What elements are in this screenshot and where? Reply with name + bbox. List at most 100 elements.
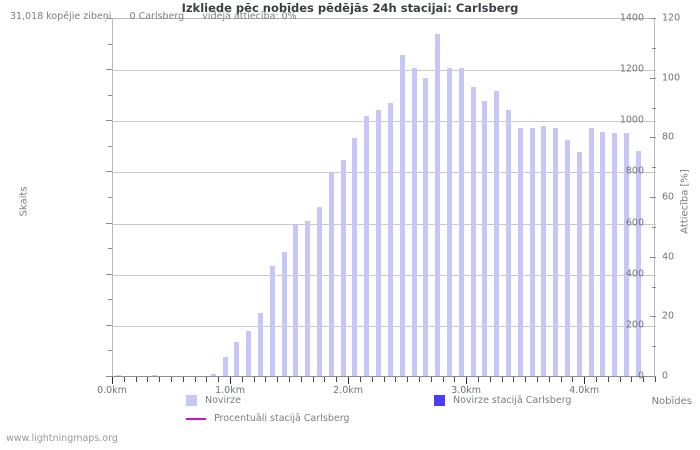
gridline (113, 70, 656, 72)
y-axis-left-tick-label: 1000 (619, 114, 644, 126)
bar-series-novirze (113, 19, 656, 377)
x-axis-tick-label: 4.0km (569, 385, 600, 396)
bar (222, 356, 228, 377)
y-axis-right-tick (650, 197, 656, 198)
x-axis-tick (171, 377, 173, 382)
x-axis-tick (241, 377, 243, 382)
bar (505, 109, 511, 377)
y-axis-left-tick-label: 600 (625, 217, 644, 229)
x-axis-tick (489, 377, 491, 382)
x-axis-tick (182, 377, 184, 382)
y-axis-right-minor-tick (652, 107, 656, 109)
x-axis-tick (477, 377, 479, 382)
y-axis-right-tick-label: 120 (662, 12, 681, 24)
bar (435, 34, 441, 377)
y-axis-right-minor-tick (652, 167, 656, 169)
x-axis-major-tick (112, 377, 113, 384)
x-axis-tick (513, 377, 515, 382)
bar (446, 67, 452, 377)
x-axis-tick (253, 377, 255, 382)
y-axis-left-tick-label: 0 (637, 370, 644, 382)
x-axis-tick (206, 377, 208, 382)
y-axis-right-minor-tick (652, 47, 656, 49)
y-axis-right-tick-label: 40 (662, 251, 675, 263)
y-axis-left-minor-tick (108, 197, 112, 198)
y-axis-right-tick (650, 77, 656, 79)
legend-label: Novirze (205, 395, 241, 406)
x-axis-tick-label: 0.0km (97, 385, 127, 396)
y-axis-left-tick (106, 171, 112, 173)
bar (116, 374, 122, 377)
bar (364, 116, 370, 377)
y-axis-right-minor-tick (652, 226, 656, 228)
x-axis-tick (430, 377, 432, 382)
x-axis-tick (324, 377, 326, 382)
x-axis-major-tick (348, 377, 350, 384)
y-axis-left-minor-tick (108, 350, 112, 352)
bar (600, 131, 606, 377)
y-axis-right-label: Attiecība [%] (679, 169, 691, 234)
x-axis-tick (548, 377, 550, 382)
legend-color-swatch (434, 395, 445, 406)
x-axis-tick-label: 2.0km (333, 385, 364, 396)
bar (246, 330, 252, 377)
legend-item[interactable]: Novirze stacijā Carlsberg (434, 395, 571, 406)
y-axis-right-tick (650, 256, 656, 258)
x-axis-label: Nobīdes (651, 396, 692, 407)
bar (376, 109, 382, 377)
legend-item[interactable]: Procentuāli stacijā Carlsberg (186, 413, 349, 424)
x-axis-tick (312, 377, 314, 382)
bar (458, 67, 464, 377)
bar (281, 251, 287, 377)
bar (210, 374, 216, 377)
bar (258, 313, 264, 377)
y-axis-left-tick-label: 400 (625, 268, 644, 280)
bar (328, 172, 334, 377)
legend-label: Procentuāli stacijā Carlsberg (214, 413, 350, 424)
y-axis-right-tick-label: 60 (662, 191, 675, 203)
x-axis-tick (371, 377, 373, 382)
y-axis-right-tick (650, 376, 656, 377)
bar (576, 151, 582, 377)
bar (269, 265, 275, 377)
y-axis-left-tick (106, 120, 112, 122)
legend-label: Novirze stacijā Carlsberg (453, 395, 572, 406)
x-axis-tick (407, 377, 409, 382)
legend-item[interactable]: Novirze (186, 395, 241, 406)
bar (387, 103, 393, 377)
y-axis-left-minor-tick (108, 299, 112, 301)
y-axis-left-tick (106, 18, 112, 19)
x-axis-tick (501, 377, 503, 382)
y-axis-right-tick (650, 18, 656, 19)
x-axis-tick (643, 377, 645, 382)
bar (423, 77, 429, 377)
x-axis-tick (265, 377, 267, 382)
x-axis-tick (525, 377, 527, 382)
y-axis-left-minor-tick (108, 145, 112, 147)
gridline (113, 325, 656, 327)
y-axis-right-tick-label: 100 (662, 72, 681, 84)
x-axis-tick (359, 377, 361, 382)
x-axis-major-tick (466, 377, 468, 384)
y-axis-left-tick (106, 324, 112, 326)
bar (317, 206, 323, 377)
y-axis-left-tick (106, 273, 112, 275)
chart-legend: Novirze Novirze stacijā Carlsberg Procentu… (0, 393, 700, 429)
y-axis-left-tick-label: 1400 (619, 12, 644, 24)
gridline (113, 274, 656, 276)
bar (399, 54, 405, 377)
x-axis-tick (289, 377, 291, 382)
bar (411, 67, 417, 377)
bar (305, 221, 311, 377)
bar (470, 86, 476, 377)
x-axis-tick (159, 377, 161, 382)
x-axis-tick (418, 377, 420, 382)
y-axis-left-tick (106, 69, 112, 71)
bar (234, 342, 240, 377)
x-axis-tick (572, 377, 574, 382)
x-axis-tick (194, 377, 196, 382)
x-axis-tick (123, 377, 125, 382)
x-axis-tick (631, 377, 633, 382)
x-axis-tick (218, 377, 220, 382)
